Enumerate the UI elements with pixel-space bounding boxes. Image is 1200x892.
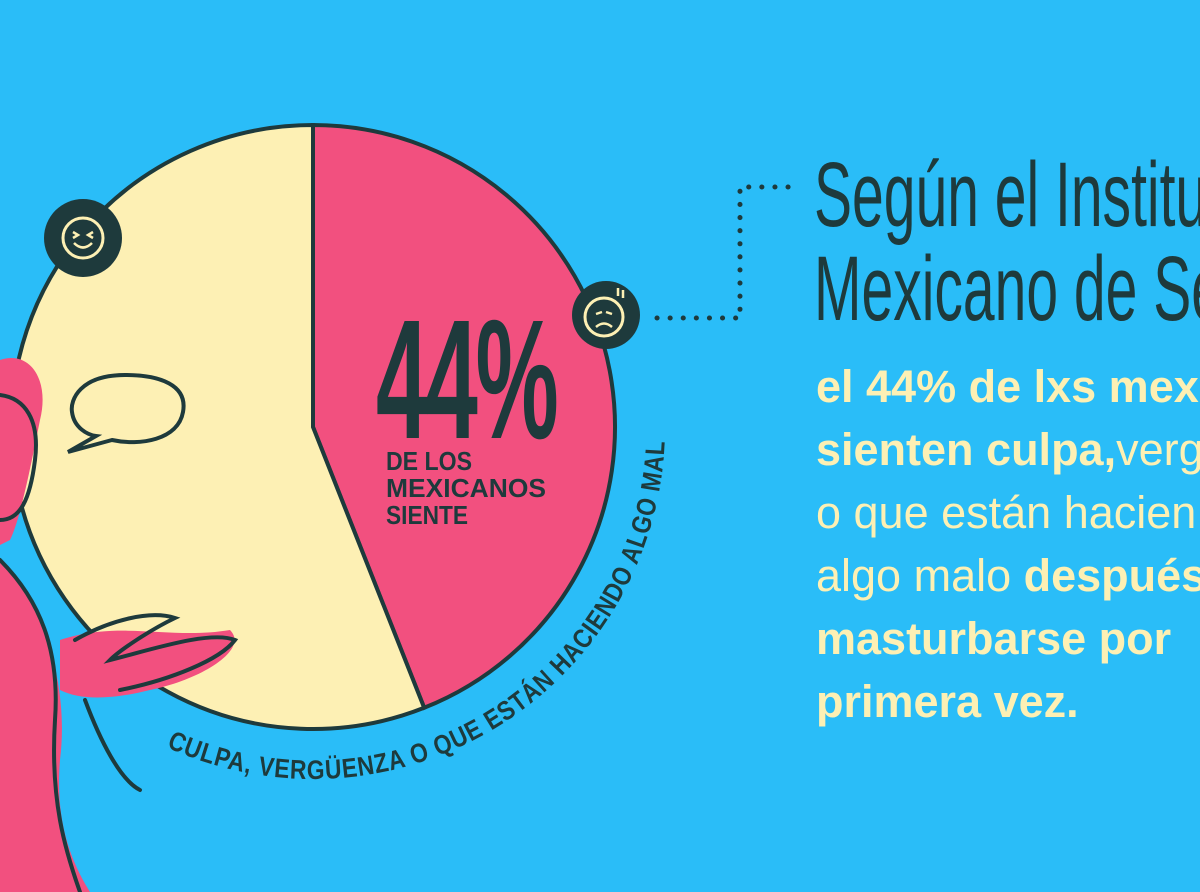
body-segment: vergü — [1116, 424, 1200, 475]
pie-slice — [311, 122, 617, 711]
body-segment: sienten culpa, — [816, 424, 1116, 475]
body-line: el 44% de lxs mexic — [816, 361, 1200, 412]
value-caption: DE LOS — [386, 446, 472, 476]
happy-icon — [44, 199, 122, 277]
body-line: o que están hacien — [816, 487, 1196, 538]
body-segment: algo malo — [816, 550, 1024, 601]
pie — [9, 122, 617, 731]
speech-bubble — [67, 372, 186, 454]
sad-icon — [572, 281, 640, 349]
body-line: primera vez. — [816, 676, 1079, 727]
connector — [654, 184, 793, 321]
headline: Según el Instituto — [814, 144, 1200, 246]
body-segment: primera vez. — [816, 676, 1079, 727]
body-line: masturbarse por — [816, 613, 1171, 664]
person-illustration — [0, 358, 239, 892]
value-caption: MEXICANOS — [386, 473, 546, 503]
body-segment: el 44% de lxs mexic — [816, 361, 1200, 412]
body-line: algo malo después — [816, 550, 1200, 601]
value-label: 44% — [376, 286, 557, 476]
value-caption: SIENTE — [386, 500, 468, 530]
body-segment: o que están hacien — [816, 487, 1196, 538]
body-line: sienten culpa,vergü — [816, 424, 1200, 475]
body-segment: después — [1024, 550, 1200, 601]
body-segment: masturbarse por — [816, 613, 1171, 664]
headline: Mexicano de Sexol — [814, 238, 1200, 340]
